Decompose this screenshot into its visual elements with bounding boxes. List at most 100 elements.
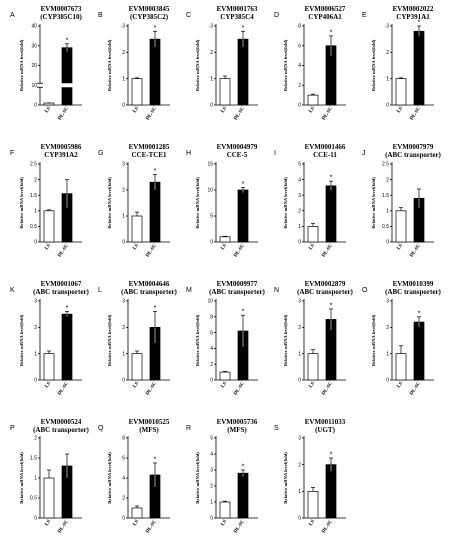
panel-B: B EVM0003845(CYP385C2) Relative mRNA level…	[98, 5, 170, 121]
x-tick-label: LS	[133, 106, 141, 114]
y-tick-label: 0	[34, 103, 37, 109]
panel-title-line: (ABC transporter)	[385, 288, 441, 296]
y-tick-label: 2	[34, 177, 37, 183]
bar-ls	[43, 210, 55, 243]
panel-title-line: EVM0004979	[217, 143, 258, 151]
x-tick-label: LS	[397, 381, 405, 389]
y-axis-label: Relative mRNA level(fold)	[19, 314, 24, 366]
y-axis-label: Relative mRNA level(fold)	[283, 177, 288, 229]
x-tick-label: LS	[309, 106, 317, 114]
x-tick-label: DL-SC	[321, 243, 334, 258]
y-tick-label: 1	[34, 209, 37, 215]
y-tick-label: 3	[122, 299, 125, 305]
panel-letter: F	[10, 150, 14, 157]
bar-dl-sc	[149, 38, 161, 106]
x-tick-label: DL-SC	[233, 381, 246, 396]
panel-Q: Q EVM0010525(MFS) Relative mRNA level(fold…	[98, 418, 170, 534]
significance-star: *	[330, 175, 333, 182]
y-tick-label: 2	[122, 50, 125, 56]
x-tick-label: DL-SC	[233, 243, 246, 258]
x-tick-label: LS	[397, 243, 405, 251]
y-tick-label: 2	[34, 325, 37, 331]
y-tick-label: 2	[210, 484, 213, 490]
bar-dl-sc	[149, 181, 161, 243]
x-tick-label: DL-SC	[57, 381, 70, 396]
panel-title-line: (ABC transporter)	[121, 288, 177, 296]
axis-break	[37, 83, 83, 88]
panel-title-line: EVM0001285	[129, 143, 170, 151]
y-tick-label: 5	[210, 436, 213, 442]
panel-title-line: EVM0009977	[217, 280, 258, 288]
x-tick-label: DL-SC	[321, 106, 334, 121]
significance-star: *	[154, 305, 157, 312]
bar-ls	[131, 353, 143, 381]
significance-star: *	[154, 25, 157, 32]
significance-star: *	[418, 310, 421, 317]
y-tick-label: 3	[298, 299, 301, 305]
y-axis-label: Relative mRNA level(fold)	[19, 177, 24, 229]
panel-title-line: CCE-TCE1	[131, 151, 167, 159]
significance-star: *	[154, 168, 157, 175]
y-tick-label: 1	[386, 351, 389, 357]
x-tick-label: DL-SC	[145, 519, 158, 534]
y-axis-label: Relative mRNA level(fold)	[371, 177, 376, 229]
panel-title-line: EVM0006527	[305, 5, 346, 13]
panel-title-line: (ABC transporter)	[33, 288, 89, 296]
y-tick-label: 4	[210, 346, 213, 352]
y-tick-label: 4	[298, 63, 301, 69]
x-tick-label: LS	[221, 519, 229, 527]
x-tick-label: LS	[309, 519, 317, 527]
y-tick-label: 1.5	[30, 456, 37, 462]
y-tick-label: 1	[210, 500, 213, 506]
y-tick-label: 0	[122, 103, 125, 109]
panel-title-line: CCE-5	[227, 151, 248, 159]
bar-ls	[219, 236, 231, 243]
panel-letter: S	[274, 425, 279, 432]
x-tick-label: DL-SC	[145, 381, 158, 396]
y-tick-label: 2.5	[30, 162, 37, 168]
bar-dl-sc	[413, 30, 425, 106]
significance-star: *	[66, 37, 69, 44]
panel-letter: N	[274, 287, 279, 294]
bar-ls	[43, 353, 55, 381]
x-tick-label: LS	[309, 243, 317, 251]
y-tick-label: 8	[298, 24, 301, 30]
y-tick-label: 1	[298, 351, 301, 357]
y-tick-label: 1	[298, 489, 301, 495]
panel-M: M EVM0009977(ABC transporter) Relative mRN…	[186, 280, 266, 396]
y-tick-label: 1.5	[382, 193, 389, 199]
y-tick-label: 8	[210, 315, 213, 321]
y-axis-label: Relative mRNA level(fold)	[107, 177, 112, 229]
y-tick-label: 10	[207, 299, 213, 305]
y-tick-label: 2	[34, 436, 37, 442]
y-tick-label: 3	[210, 24, 213, 30]
y-tick-label: 15	[207, 162, 213, 168]
panel-letter: H	[186, 150, 191, 157]
panel-title-line: (ABC transporter)	[385, 151, 441, 159]
bar-ls	[131, 78, 143, 106]
y-tick-label: 30	[31, 43, 37, 49]
panel-title-line: CCE-11	[313, 151, 337, 159]
panel-letter: I	[274, 150, 276, 157]
significance-star: *	[330, 452, 333, 459]
y-tick-label: 0	[386, 240, 389, 246]
panel-title-line: CYP385C4	[220, 13, 254, 21]
panel-P: P EVM0000524(ABC transporter) Relative mRN…	[10, 418, 90, 534]
panel-title-line: EVM0007673	[41, 5, 82, 13]
significance-star: *	[242, 25, 245, 32]
y-tick-label: 6	[298, 43, 301, 49]
y-tick-label: 0.5	[30, 224, 37, 230]
y-tick-label: 1	[298, 224, 301, 230]
panel-title-line: EVM0010525	[129, 418, 170, 426]
bar-dl-sc	[237, 38, 249, 106]
panel-letter: K	[10, 287, 15, 294]
y-tick-label: 4	[210, 452, 213, 458]
y-tick-label: 4	[298, 177, 301, 183]
bar-ls	[219, 371, 231, 381]
bar-ls	[307, 353, 319, 381]
y-tick-label: 10	[207, 188, 213, 194]
y-tick-label: 0	[34, 240, 37, 246]
y-tick-label: 20	[31, 63, 37, 69]
